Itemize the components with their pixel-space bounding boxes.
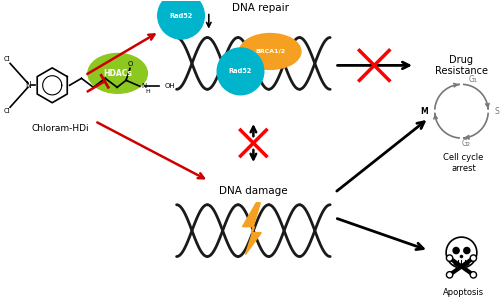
Text: N: N: [25, 81, 31, 90]
Text: HDACs: HDACs: [103, 69, 132, 78]
Text: N: N: [141, 83, 146, 89]
Circle shape: [446, 255, 453, 261]
Text: G₂: G₂: [462, 138, 471, 148]
Text: DNA repair: DNA repair: [232, 3, 289, 13]
Text: Cl: Cl: [4, 108, 10, 114]
Text: M: M: [420, 107, 428, 116]
Circle shape: [158, 0, 204, 39]
Ellipse shape: [88, 53, 148, 93]
Text: G₁: G₁: [469, 75, 478, 84]
Circle shape: [460, 255, 464, 258]
Circle shape: [470, 255, 476, 261]
Text: Rad52: Rad52: [170, 13, 192, 18]
Text: DNA damage: DNA damage: [219, 186, 288, 196]
Polygon shape: [242, 203, 262, 255]
Text: OH: OH: [164, 83, 175, 89]
Text: Cell cycle
arrest: Cell cycle arrest: [444, 153, 484, 173]
Ellipse shape: [240, 34, 301, 69]
Text: O: O: [128, 62, 132, 67]
Circle shape: [217, 48, 264, 95]
Text: H: H: [146, 89, 150, 94]
Text: Chloram-HDi: Chloram-HDi: [32, 124, 89, 133]
Text: S: S: [495, 107, 500, 116]
Circle shape: [446, 237, 477, 268]
Text: Cl: Cl: [4, 56, 10, 62]
Circle shape: [452, 247, 460, 254]
Circle shape: [470, 272, 476, 278]
Circle shape: [446, 272, 453, 278]
Text: Drug
Resistance: Drug Resistance: [435, 55, 488, 76]
Text: Rad52: Rad52: [229, 68, 252, 74]
Text: BRCA1/2: BRCA1/2: [255, 49, 286, 54]
Circle shape: [463, 247, 470, 254]
Text: Apoptosis: Apoptosis: [443, 288, 484, 297]
